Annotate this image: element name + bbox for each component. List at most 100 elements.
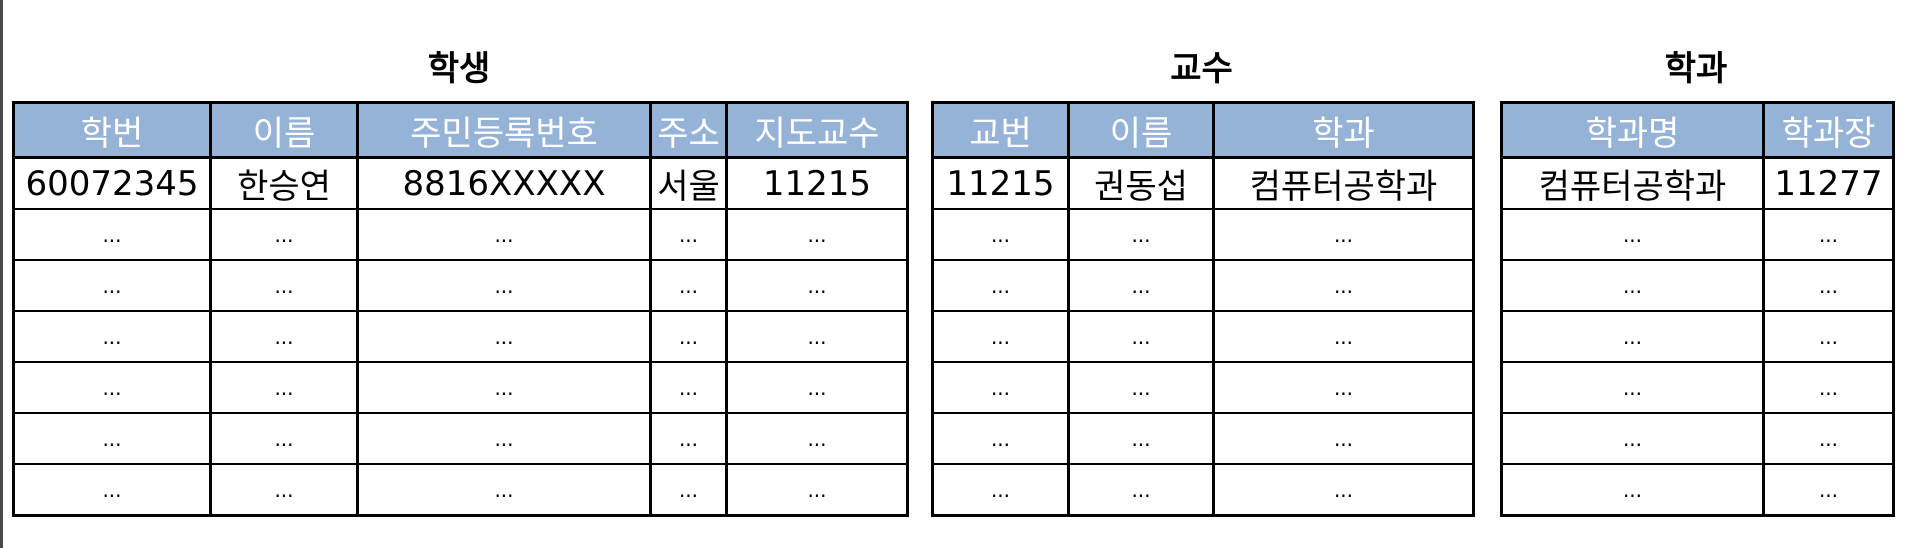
table-row: ............... — [13, 259, 908, 311]
column-header: 주소 — [649, 102, 727, 159]
column-header: 학번 — [13, 102, 211, 159]
table-cell: 11215 — [932, 156, 1069, 209]
table-cell: 11277 — [1762, 156, 1894, 209]
table-cell: ... — [1762, 463, 1894, 516]
student-table-title: 학생 — [427, 49, 491, 89]
table-cell: ... — [356, 259, 651, 311]
table-row: ............... — [13, 310, 908, 362]
table-cell: ... — [725, 208, 908, 260]
table-cell: ... — [1067, 208, 1214, 260]
table-cell: ... — [13, 208, 211, 260]
table-cell: ... — [932, 361, 1069, 413]
table-cell: ... — [209, 361, 358, 413]
table-cell: ... — [1762, 310, 1894, 362]
table-header-row: 학과명 학과장 — [1501, 102, 1894, 159]
column-header: 학과장 — [1762, 102, 1894, 159]
table-cell: ... — [1212, 259, 1474, 311]
table-row: ...... — [1501, 463, 1894, 516]
table-cell: ... — [209, 208, 358, 260]
column-header: 이름 — [1067, 102, 1214, 159]
table-cell: ... — [1067, 463, 1214, 516]
table-cell: ... — [725, 259, 908, 311]
table-row: ......... — [932, 259, 1474, 311]
professor-table: 교번 이름 학과 11215 권동섭 컴퓨터공학과...................… — [931, 101, 1475, 517]
table-cell: ... — [1067, 259, 1214, 311]
table-cell: ... — [1212, 463, 1474, 516]
table-cell: ... — [1501, 310, 1764, 362]
table-cell: ... — [649, 310, 727, 362]
table-cell: ... — [356, 208, 651, 260]
table-cell: ... — [1762, 412, 1894, 464]
table-cell: ... — [1501, 208, 1764, 260]
table-cell: ... — [1501, 463, 1764, 516]
table-row: ............... — [13, 412, 908, 464]
column-header: 학과 — [1212, 102, 1474, 159]
table-row: 11215 권동섭 컴퓨터공학과 — [932, 156, 1474, 209]
table-cell: ... — [932, 310, 1069, 362]
table-row: ......... — [932, 361, 1474, 413]
table-cell: ... — [725, 310, 908, 362]
table-cell: ... — [209, 412, 358, 464]
column-header: 이름 — [209, 102, 358, 159]
table-row: ............... — [13, 361, 908, 413]
table-cell: ... — [209, 259, 358, 311]
table-cell: ... — [13, 310, 211, 362]
table-row: ...... — [1501, 361, 1894, 413]
table-cell: ... — [649, 361, 727, 413]
table-row: ............... — [13, 208, 908, 260]
table-cell: ... — [725, 463, 908, 516]
table-cell: ... — [932, 208, 1069, 260]
column-header: 교번 — [932, 102, 1069, 159]
table-header-row: 학번 이름 주민등록번호 주소 지도교수 — [13, 102, 908, 159]
table-cell: ... — [649, 463, 727, 516]
table-cell: ... — [1212, 412, 1474, 464]
table-cell: ... — [209, 310, 358, 362]
table-cell: ... — [1501, 259, 1764, 311]
table-cell: 11215 — [725, 156, 908, 209]
table-cell: ... — [649, 412, 727, 464]
table-cell: ... — [209, 463, 358, 516]
table-cell: ... — [1212, 208, 1474, 260]
table-cell: ... — [932, 412, 1069, 464]
table-cell: ... — [1501, 412, 1764, 464]
table-cell: 8816XXXXX — [356, 156, 651, 209]
student-table: 학번 이름 주민등록번호 주소 지도교수 60072345 한승연 8816XXXXX 서울 1… — [12, 101, 909, 517]
table-row: ...... — [1501, 412, 1894, 464]
table-cell: ... — [725, 412, 908, 464]
table-cell: ... — [649, 259, 727, 311]
table-row: 컴퓨터공학과 11277 — [1501, 156, 1894, 209]
table-cell: ... — [13, 463, 211, 516]
column-header: 지도교수 — [725, 102, 908, 159]
table-cell: ... — [356, 412, 651, 464]
table-row: ............... — [13, 463, 908, 516]
table-cell: ... — [1067, 310, 1214, 362]
professor-table-title: 교수 — [1170, 49, 1233, 89]
table-cell: 한승연 — [209, 156, 358, 209]
table-cell: 컴퓨터공학과 — [1212, 156, 1474, 209]
left-edge-border — [0, 0, 3, 548]
table-cell: ... — [1067, 412, 1214, 464]
table-row: ......... — [932, 463, 1474, 516]
table-row: ...... — [1501, 208, 1894, 260]
table-cell: ... — [356, 463, 651, 516]
table-row: ......... — [932, 208, 1474, 260]
department-table-title: 학과 — [1664, 49, 1728, 89]
table-cell: ... — [1762, 259, 1894, 311]
table-cell: ... — [932, 463, 1069, 516]
table-cell: ... — [356, 310, 651, 362]
table-row: 60072345 한승연 8816XXXXX 서울 11215 — [13, 156, 908, 209]
table-cell: ... — [649, 208, 727, 260]
table-cell: ... — [356, 361, 651, 413]
table-cell: ... — [13, 412, 211, 464]
table-cell: ... — [1212, 361, 1474, 413]
table-header-row: 교번 이름 학과 — [932, 102, 1474, 159]
table-cell: ... — [13, 259, 211, 311]
table-row: ......... — [932, 310, 1474, 362]
table-cell: 컴퓨터공학과 — [1501, 156, 1764, 209]
table-cell: ... — [1501, 361, 1764, 413]
table-cell: ... — [1762, 208, 1894, 260]
table-cell: 권동섭 — [1067, 156, 1214, 209]
table-cell: ... — [1762, 361, 1894, 413]
table-cell: ... — [1212, 310, 1474, 362]
department-table: 학과명 학과장 컴퓨터공학과 11277......................… — [1500, 101, 1895, 517]
